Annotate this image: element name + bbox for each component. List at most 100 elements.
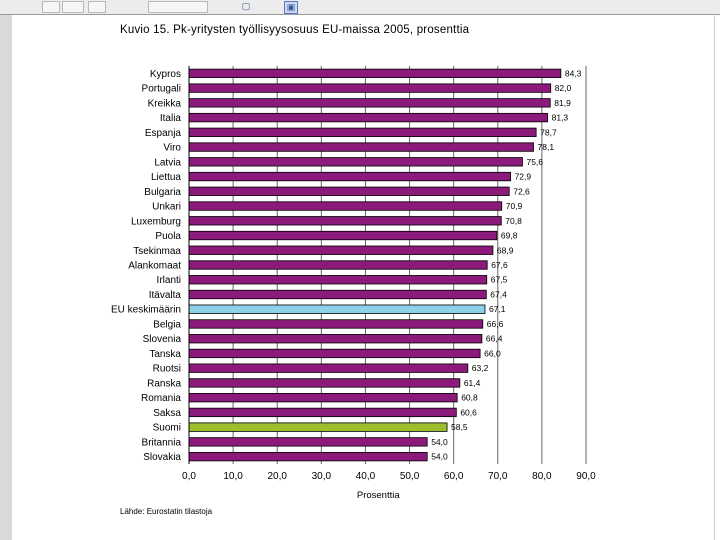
bar-latvia bbox=[188, 157, 523, 167]
bar-portugali bbox=[188, 83, 552, 93]
bar-suomi bbox=[188, 422, 448, 432]
category-label-eu-keskimaarin: EU keskimäärin bbox=[111, 305, 181, 316]
category-label-luxemburg: Luxemburg bbox=[131, 216, 181, 227]
bar-kypros bbox=[188, 68, 562, 79]
category-label-kypros: Kypros bbox=[150, 69, 181, 80]
category-label-alankomaat: Alankomaat bbox=[128, 261, 181, 272]
bar-luxemburg bbox=[188, 216, 502, 226]
value-label-kreikka: 81,9 bbox=[554, 98, 571, 108]
value-label-irlanti: 67,5 bbox=[491, 275, 508, 285]
page-border bbox=[714, 14, 715, 540]
toolbar-zoom-field[interactable] bbox=[148, 1, 208, 13]
bar-eu-keskimaarin bbox=[188, 304, 486, 314]
category-label-ruotsi: Ruotsi bbox=[153, 364, 181, 375]
value-label-itavalta: 67,4 bbox=[490, 289, 507, 299]
page-view-icon[interactable]: ▣ bbox=[284, 1, 298, 14]
value-label-britannia: 54,0 bbox=[431, 437, 448, 447]
bar-ranska bbox=[188, 378, 461, 388]
bar-slovenia bbox=[188, 334, 483, 344]
x-tick-70-0: 70,0 bbox=[488, 471, 508, 482]
value-label-tanska: 66,0 bbox=[484, 348, 501, 358]
value-label-eu-keskimaarin: 67,1 bbox=[489, 304, 506, 314]
category-label-espanja: Espanja bbox=[145, 128, 182, 139]
toolbar-page-button[interactable] bbox=[62, 1, 84, 13]
category-label-saksa: Saksa bbox=[153, 408, 181, 419]
x-tick-20-0: 20,0 bbox=[267, 471, 287, 482]
bar-kreikka bbox=[188, 98, 551, 108]
x-tick-80-0: 80,0 bbox=[532, 471, 552, 482]
category-label-italia: Italia bbox=[160, 113, 182, 124]
category-label-romania: Romania bbox=[141, 393, 181, 404]
x-tick-10-0: 10,0 bbox=[223, 471, 243, 482]
bar-puola bbox=[188, 230, 498, 241]
category-label-bulgaria: Bulgaria bbox=[144, 187, 181, 198]
category-label-slovakia: Slovakia bbox=[143, 452, 181, 463]
value-label-romania: 60,8 bbox=[461, 393, 478, 403]
bar-saksa bbox=[188, 407, 457, 418]
value-label-slovenia: 66,4 bbox=[486, 334, 503, 344]
bar-romania bbox=[188, 393, 458, 403]
bar-tsekinmaa bbox=[188, 245, 494, 255]
value-label-liettua: 72,9 bbox=[515, 172, 532, 182]
bar-britannia bbox=[188, 437, 428, 447]
category-label-ranska: Ranska bbox=[147, 378, 181, 389]
category-labels: Kypros Portugali Kreikka Italia Espanja Viro L… bbox=[111, 69, 181, 463]
value-label-italia: 81,3 bbox=[552, 113, 569, 123]
bar-alankomaat bbox=[188, 260, 488, 270]
x-tick-40-0: 40,0 bbox=[356, 471, 376, 482]
x-tick-60-0: 60,0 bbox=[444, 471, 464, 482]
value-label-alankomaat: 67,6 bbox=[491, 260, 508, 270]
category-label-puola: Puola bbox=[155, 231, 181, 242]
value-label-latvia: 75,6 bbox=[526, 157, 543, 167]
category-label-suomi: Suomi bbox=[153, 423, 181, 434]
category-label-irlanti: Irlanti bbox=[157, 275, 181, 286]
category-label-tanska: Tanska bbox=[149, 349, 181, 360]
value-label-saksa: 60,6 bbox=[460, 407, 477, 417]
toolbar-forward-button[interactable] bbox=[88, 1, 106, 13]
value-label-viro: 78,1 bbox=[538, 142, 555, 152]
bars bbox=[188, 68, 562, 462]
category-label-slovenia: Slovenia bbox=[143, 334, 182, 345]
category-label-belgia: Belgia bbox=[153, 319, 181, 330]
category-label-kreikka: Kreikka bbox=[148, 98, 182, 109]
toolbar-back-button[interactable] bbox=[42, 1, 60, 13]
zoom-icon[interactable]: ▢ bbox=[241, 1, 251, 11]
bar-italia bbox=[188, 112, 549, 123]
category-label-unkari: Unkari bbox=[152, 202, 181, 213]
category-label-tsekinmaa: Tsekinmaa bbox=[133, 246, 181, 257]
bar-belgia bbox=[188, 319, 484, 329]
value-label-luxemburg: 70,8 bbox=[505, 216, 522, 226]
value-label-tsekinmaa: 68,9 bbox=[497, 245, 514, 255]
bar-unkari bbox=[188, 201, 503, 211]
category-label-latvia: Latvia bbox=[154, 157, 181, 168]
category-label-viro: Viro bbox=[163, 143, 181, 154]
category-label-liettua: Liettua bbox=[151, 172, 181, 183]
value-label-belgia: 66,6 bbox=[487, 319, 504, 329]
value-label-kypros: 84,3 bbox=[565, 68, 582, 78]
x-tick-50-0: 50,0 bbox=[400, 471, 420, 482]
value-label-ruotsi: 63,2 bbox=[472, 363, 489, 373]
bar-ruotsi bbox=[188, 363, 469, 373]
chart-title: Kuvio 15. Pk-yritysten työllisyysosuus E… bbox=[120, 24, 470, 36]
left-panel-strip bbox=[0, 0, 12, 540]
value-label-ranska: 61,4 bbox=[464, 378, 481, 388]
bar-irlanti bbox=[188, 275, 488, 285]
x-tick-labels: 0,0 10,0 20,0 30,0 40,0 50,0 60,0 70,0 80,0 90,0 bbox=[182, 471, 596, 482]
x-axis-label: Prosenttia bbox=[357, 490, 400, 501]
category-label-itavalta: Itävalta bbox=[149, 290, 182, 301]
x-tick-30-0: 30,0 bbox=[312, 471, 332, 482]
value-label-slovakia: 54,0 bbox=[431, 452, 448, 462]
bar-espanja bbox=[188, 127, 537, 137]
bar-viro bbox=[188, 142, 534, 152]
bar-slovakia bbox=[188, 451, 428, 462]
bar-bulgaria bbox=[188, 186, 510, 196]
value-labels: 84,3 82,0 81,9 81,3 78,7 78,1 75,6 72,9 72,6 70,9… bbox=[431, 68, 581, 461]
bar-liettua bbox=[188, 171, 511, 182]
value-label-puola: 69,8 bbox=[501, 231, 518, 241]
x-tick-0-0: 0,0 bbox=[182, 471, 196, 482]
category-label-portugali: Portugali bbox=[142, 84, 181, 95]
x-tick-90-0: 90,0 bbox=[576, 471, 596, 482]
bar-tanska bbox=[188, 348, 481, 359]
value-label-unkari: 70,9 bbox=[506, 201, 523, 211]
